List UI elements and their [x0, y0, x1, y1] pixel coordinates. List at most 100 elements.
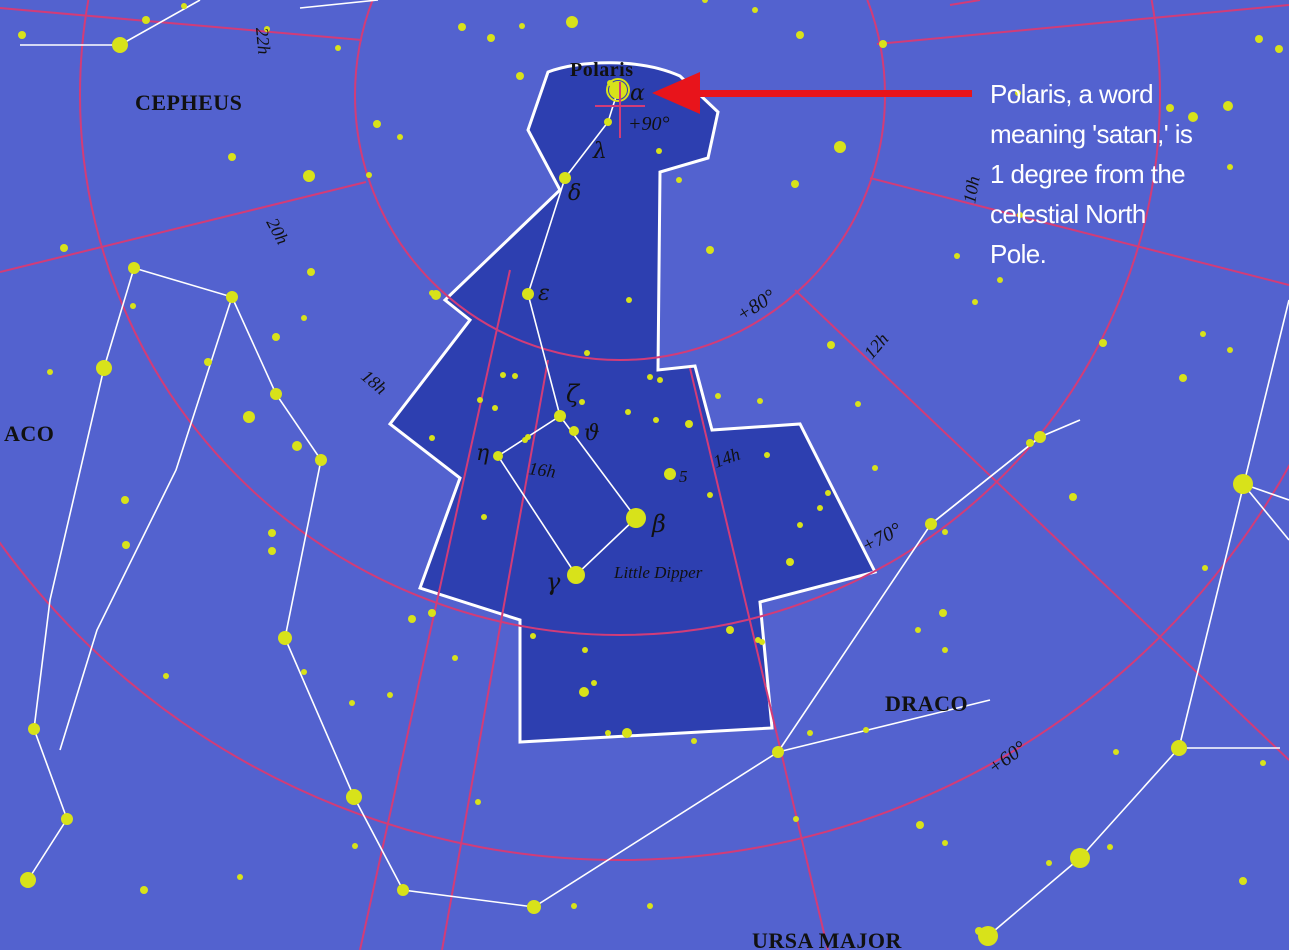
hour-line	[794, 289, 1289, 761]
star	[863, 727, 869, 733]
star	[1070, 848, 1090, 868]
star	[522, 437, 528, 443]
star	[272, 333, 280, 341]
constellation-line	[59, 296, 233, 751]
star	[243, 411, 255, 423]
star	[566, 16, 578, 28]
star	[559, 172, 571, 184]
star	[522, 288, 534, 300]
star	[707, 492, 713, 498]
star	[1188, 112, 1198, 122]
star	[1166, 104, 1174, 112]
star	[715, 393, 721, 399]
label-ra-22: 22h	[252, 27, 274, 56]
star	[121, 496, 129, 504]
star	[128, 262, 140, 274]
star	[702, 0, 708, 3]
label-zeta: ζ	[566, 380, 581, 408]
star	[915, 627, 921, 633]
star	[726, 626, 734, 634]
star	[759, 639, 765, 645]
star	[366, 172, 372, 178]
star	[112, 37, 128, 53]
label-draco: DRACO	[885, 691, 968, 716]
star	[569, 426, 579, 436]
star	[301, 315, 307, 321]
star	[793, 816, 799, 822]
star	[1260, 760, 1266, 766]
star	[268, 547, 276, 555]
star	[605, 730, 611, 736]
star	[303, 170, 315, 182]
star	[1179, 374, 1187, 382]
constellation-line	[1242, 483, 1289, 541]
star	[622, 728, 632, 738]
star	[997, 277, 1003, 283]
constellation-line	[987, 857, 1081, 937]
north-pole-marker	[595, 82, 645, 138]
star	[786, 558, 794, 566]
label-delta: δ	[568, 181, 581, 206]
star	[591, 680, 597, 686]
star	[925, 518, 937, 530]
star	[625, 409, 631, 415]
star	[527, 900, 541, 914]
star	[301, 669, 307, 675]
star	[942, 529, 948, 535]
star	[28, 723, 40, 735]
star	[626, 508, 646, 528]
star	[268, 529, 276, 537]
star	[1255, 35, 1263, 43]
star	[237, 874, 243, 880]
star	[954, 253, 960, 259]
constellation-line	[27, 267, 135, 881]
declination-circle	[79, 0, 1161, 636]
label-epsilon: ε	[538, 281, 550, 306]
star	[1233, 474, 1253, 494]
annotation-line-5: Pole.	[990, 239, 1046, 269]
star	[1223, 101, 1233, 111]
star	[879, 40, 887, 48]
star	[653, 417, 659, 423]
label-little-dipper: Little Dipper	[613, 563, 703, 582]
star	[352, 843, 358, 849]
star	[827, 341, 835, 349]
hour-line	[359, 269, 511, 950]
star	[397, 884, 409, 896]
declination-circle	[0, 463, 1289, 861]
star	[691, 738, 697, 744]
star	[656, 148, 662, 154]
star	[60, 244, 68, 252]
star	[567, 566, 585, 584]
hour-line	[689, 367, 829, 950]
star	[452, 655, 458, 661]
star	[764, 452, 770, 458]
label-ra-16: 16h	[527, 458, 557, 482]
label-cepheus: CEPHEUS	[135, 90, 242, 115]
star	[657, 377, 663, 383]
label-polaris: Polaris	[570, 59, 634, 81]
star	[579, 399, 585, 405]
star	[512, 373, 518, 379]
star	[408, 615, 416, 623]
star	[571, 903, 577, 909]
hour-line	[0, 181, 367, 273]
star	[772, 746, 784, 758]
star	[428, 609, 436, 617]
constellation-line	[777, 699, 991, 753]
star	[47, 369, 53, 375]
star	[554, 410, 566, 422]
star	[1026, 439, 1034, 447]
annotation-line-3: 1 degree from the	[990, 159, 1185, 189]
star	[807, 730, 813, 736]
star	[1202, 565, 1208, 571]
star	[676, 177, 682, 183]
hour-line	[441, 359, 549, 950]
hour-line	[949, 0, 981, 6]
star	[791, 180, 799, 188]
star	[519, 23, 525, 29]
constellation-line	[1178, 299, 1289, 749]
star	[228, 153, 236, 161]
constellation-line	[119, 0, 201, 46]
